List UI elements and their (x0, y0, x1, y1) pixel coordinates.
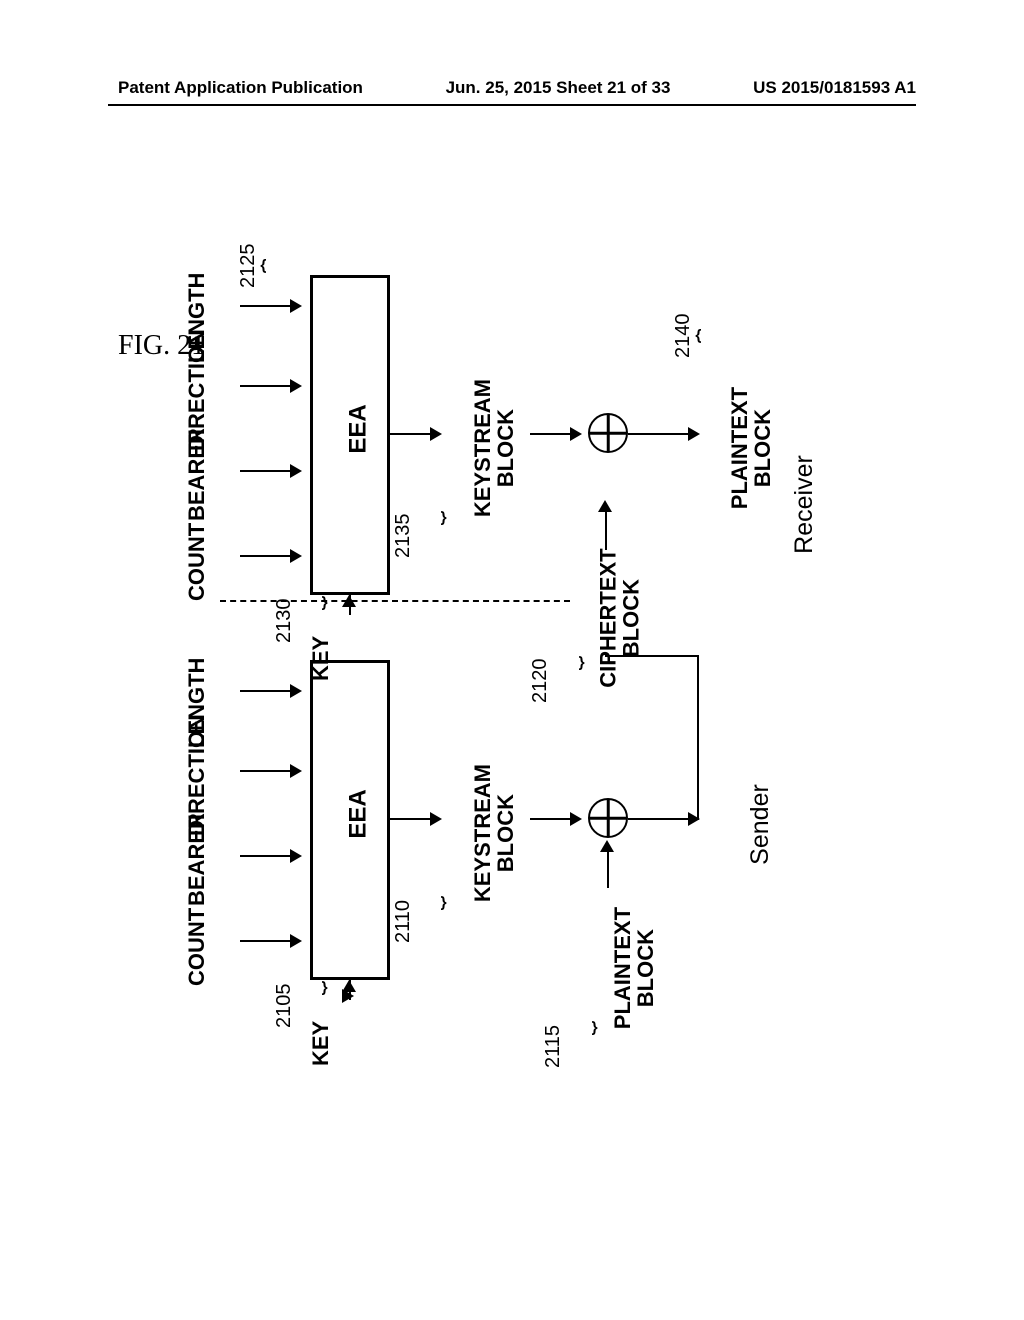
rcv-length-label: LENGTH (184, 273, 210, 363)
sender-eea-out-arrow (390, 818, 440, 820)
rcv-eea-label: EEA (345, 404, 373, 453)
brace-2120: ⏟ (556, 656, 584, 670)
rcv-direction-arrow (240, 385, 300, 387)
sender-ks-xor-arrow (530, 818, 580, 820)
rcv-role-label: Receiver (790, 455, 819, 554)
sender-count-label: COUNT (184, 908, 210, 986)
sender-direction-arrow (240, 770, 300, 772)
ref-2110: 2110 (392, 900, 415, 943)
sender-count-arrow (240, 940, 300, 942)
header-left: Patent Application Publication (118, 78, 363, 98)
cipher-path-2 (605, 655, 699, 657)
brace-2110: ⏟ (418, 896, 446, 910)
ref-2115: 2115 (542, 1025, 565, 1068)
header-right: US 2015/0181593 A1 (753, 78, 916, 98)
sender-key-head (342, 980, 356, 992)
rcv-key-label: KEY (308, 636, 334, 681)
brace-2115: ⏟ (569, 1021, 597, 1035)
brace-2140: ⏟ (696, 329, 724, 343)
rcv-key-head (342, 595, 356, 607)
sender-eea-label: EEA (345, 789, 373, 838)
brace-2125: ⏟ (261, 259, 289, 273)
rcv-count-label: COUNT (184, 523, 210, 601)
sender-pt-head (600, 840, 614, 852)
sender-plaintext-label: PLAINTEXTBLOCK (611, 907, 657, 1029)
rcv-eea-out-arrow (390, 433, 440, 435)
ref-2105: 2105 (273, 984, 296, 1029)
sender-xor-out-arrow (628, 818, 698, 820)
ref-2130: 2130 (273, 599, 296, 644)
sender-length-arrow (240, 690, 300, 692)
sender-pt-stem (607, 848, 609, 888)
sender-xor (588, 798, 628, 838)
header-center: Jun. 25, 2015 Sheet 21 of 33 (446, 78, 671, 98)
cipher-diagram: COUNT BEARER DIRECTION LENGTH EEA KEY 21… (200, 200, 920, 1000)
sender-key-label: KEY (308, 1021, 334, 1066)
brace-2130: ⏟ (299, 596, 327, 610)
ref-2135: 2135 (392, 514, 415, 559)
page-header: Patent Application Publication Jun. 25, … (0, 78, 1024, 98)
rcv-count-arrow (240, 555, 300, 557)
rcv-bearer-arrow (240, 470, 300, 472)
sender-length-label: LENGTH (184, 658, 210, 748)
ciphertext-label: CIPHERTEXTBLOCK (597, 548, 643, 687)
cipher-path-1 (697, 655, 699, 820)
brace-2135: ⏟ (418, 511, 446, 525)
sender-role-label: Sender (746, 784, 775, 865)
rcv-ks-xor-arrow (530, 433, 580, 435)
header-rule (108, 104, 916, 106)
rcv-length-arrow (240, 305, 300, 307)
rcv-plaintext-label: PLAINTEXTBLOCK (728, 387, 774, 509)
cipher-path-head (598, 500, 612, 512)
cipher-path-3 (605, 510, 607, 550)
ref-2125: 2125 (237, 244, 260, 289)
ref-2140: 2140 (672, 314, 695, 359)
rcv-keystream-label: KEYSTREAMBLOCK (471, 379, 517, 517)
sender-bearer-arrow (240, 855, 300, 857)
ref-2120: 2120 (529, 659, 552, 704)
brace-2105: ⏟ (299, 981, 327, 995)
rcv-xor-out-arrow (628, 433, 698, 435)
sender-keystream-label: KEYSTREAMBLOCK (471, 764, 517, 902)
rcv-xor (588, 413, 628, 453)
